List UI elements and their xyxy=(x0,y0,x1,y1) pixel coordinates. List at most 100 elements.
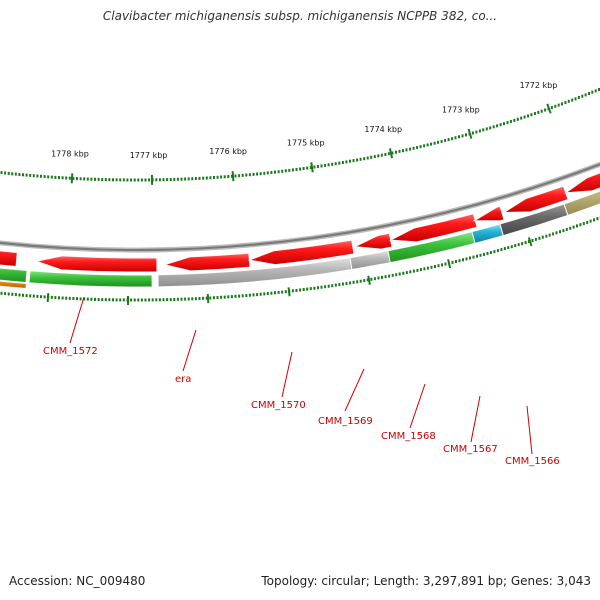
tick-dot xyxy=(266,171,269,175)
gene-label[interactable]: CMM_1572 xyxy=(43,346,98,357)
tick-dot xyxy=(94,177,96,181)
inner-tick-dot xyxy=(72,297,75,300)
reverse-gene[interactable] xyxy=(563,175,600,216)
inner-tick-dot xyxy=(377,276,380,280)
leader-line xyxy=(69,296,85,344)
tick-dot xyxy=(537,110,540,114)
tick-dot xyxy=(284,169,287,173)
tick-dot xyxy=(29,173,32,177)
inner-tick-dot xyxy=(291,289,294,293)
forward-gene[interactable] xyxy=(162,252,251,272)
tick-dot xyxy=(216,175,219,179)
major-tick xyxy=(388,148,394,159)
forward-gene[interactable] xyxy=(0,246,18,268)
tick-dot xyxy=(320,164,323,168)
tick-dot xyxy=(47,175,50,179)
tick-dot xyxy=(444,139,447,142)
inner-tick-dot xyxy=(331,284,334,288)
forward-gene[interactable] xyxy=(472,205,505,222)
tick-dot xyxy=(230,174,233,178)
inner-tick-dot xyxy=(309,287,312,291)
inner-tick-dot xyxy=(18,293,21,297)
inner-tick-dot xyxy=(531,239,534,242)
inner-tick-dot xyxy=(68,296,71,300)
forward-gene[interactable] xyxy=(247,239,355,266)
gene-label[interactable]: CMM_1566 xyxy=(505,456,560,467)
reverse-gene[interactable] xyxy=(0,263,28,284)
tick-dot xyxy=(402,149,404,153)
kbp-label: 1775 kbp xyxy=(287,139,325,148)
backbone-core xyxy=(0,163,600,252)
inner-tick-dot xyxy=(155,298,158,302)
inner-tick-dot xyxy=(108,298,111,302)
tick-dot xyxy=(14,172,17,176)
forward-gene[interactable] xyxy=(352,232,393,250)
tick-dot xyxy=(331,162,334,166)
gene-label[interactable]: era xyxy=(175,374,191,385)
reverse-gene[interactable] xyxy=(349,250,391,271)
gene-label[interactable]: CMM_1569 xyxy=(318,416,373,427)
inner-tick-dot xyxy=(469,256,471,260)
gene-label[interactable]: CMM_1570 xyxy=(251,400,306,411)
gene-label[interactable]: CMM_1567 xyxy=(443,444,498,455)
tick-dot xyxy=(405,148,408,152)
tick-dot xyxy=(112,178,114,182)
gene-label[interactable]: CMM_1568 xyxy=(381,431,436,442)
tick-dot xyxy=(58,176,60,180)
inner-tick-dot xyxy=(356,280,359,284)
inner-tick-dot xyxy=(79,297,82,301)
inner-tick-dot xyxy=(248,293,251,297)
inner-tick-dot xyxy=(514,244,517,248)
tick-dot xyxy=(564,101,567,105)
reverse-gene-orange[interactable] xyxy=(0,276,27,290)
tick-dot xyxy=(209,176,212,180)
tick-dot xyxy=(489,126,492,130)
tick-dot xyxy=(101,178,104,181)
tick-dot xyxy=(591,90,594,94)
tick-dot xyxy=(76,177,78,181)
inner-tick-dot xyxy=(324,285,327,289)
inner-tick-dot xyxy=(423,267,426,271)
inner-tick-dot xyxy=(266,292,269,295)
inner-tick-dot xyxy=(352,280,355,284)
inner-tick-dot xyxy=(198,297,201,300)
inner-tick-dot xyxy=(241,294,244,298)
inner-tick-dot xyxy=(205,296,208,300)
tick-dot xyxy=(115,178,118,182)
inner-major-tick xyxy=(527,237,533,247)
forward-strand-genes[interactable] xyxy=(0,167,600,273)
inner-tick-dot xyxy=(230,295,233,299)
inner-tick-dot xyxy=(169,298,172,302)
tick-dot xyxy=(327,163,330,167)
label-leaders xyxy=(69,296,533,455)
reverse-gene[interactable] xyxy=(28,270,153,288)
tick-dot xyxy=(137,178,140,182)
reverse-strand-genes[interactable] xyxy=(0,175,600,290)
inner-tick-dot xyxy=(596,217,599,221)
inner-tick-dot xyxy=(500,248,503,252)
tick-dot xyxy=(557,103,560,107)
inner-tick-dot xyxy=(349,281,352,285)
tick-dot xyxy=(395,150,397,154)
kbp-label: 1778 kbp xyxy=(51,149,89,158)
tick-dot xyxy=(492,125,495,129)
tick-dot xyxy=(281,169,284,173)
accession-text: Accession: NC_009480 xyxy=(9,574,146,588)
inner-tick-dot xyxy=(507,246,510,250)
inner-tick-dot xyxy=(144,298,147,302)
inner-tick-dot xyxy=(29,294,32,298)
tick-dot xyxy=(252,172,255,176)
tick-dot xyxy=(377,154,380,158)
tick-dot xyxy=(90,177,93,181)
inner-tick-dot xyxy=(148,298,151,302)
forward-gene[interactable] xyxy=(563,167,600,194)
tick-dot xyxy=(223,175,226,179)
tick-dot xyxy=(83,177,86,181)
inner-tick-dot xyxy=(444,262,447,266)
inner-tick-dot xyxy=(483,252,485,256)
forward-gene[interactable] xyxy=(34,255,158,273)
inner-tick-dot xyxy=(32,294,35,298)
tick-dot xyxy=(513,118,516,122)
